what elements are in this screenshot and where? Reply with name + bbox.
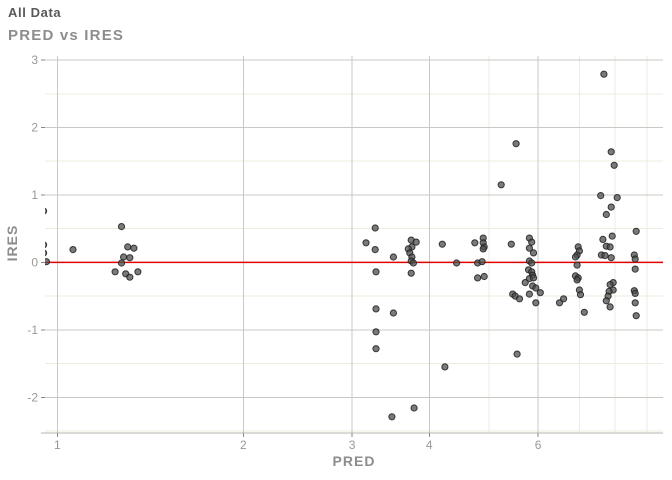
data-point [438,240,446,248]
data-point [532,284,540,292]
data-point [613,194,621,202]
data-point [130,244,138,252]
data-point [529,249,538,257]
data-point [471,239,479,247]
data-point [607,254,615,262]
data-point [601,252,609,260]
data-points [45,70,640,421]
data-point [607,148,615,156]
data-point [631,255,639,263]
data-point [529,274,538,282]
y-tick-label: 2 [31,120,38,134]
data-point [532,299,540,307]
y-tick-label: -2 [27,390,38,404]
data-point [555,299,564,307]
data-point [515,295,524,303]
data-point [407,269,415,277]
data-point [597,192,605,200]
data-point [631,299,639,307]
data-point [372,305,380,313]
data-point [389,253,397,261]
data-point [453,259,461,267]
data-point [607,203,615,211]
data-point [372,328,380,336]
data-point [631,265,639,273]
x-tick-label: 4 [426,438,433,452]
gridlines-minor [45,56,663,433]
chart-subtitle: PRED vs IRES [8,27,125,44]
data-point [521,279,529,287]
x-axis-title: PRED [332,453,376,469]
data-point [513,350,521,358]
data-point [409,259,417,267]
data-point [412,238,420,246]
data-point [573,261,581,269]
x-tick-label: 6 [535,438,542,452]
chart-title: All Data [8,5,62,20]
data-point [388,413,396,421]
data-point [528,238,536,246]
data-point [126,273,134,281]
data-point [134,268,142,276]
data-point [45,241,48,249]
data-point [573,276,581,284]
data-point [610,161,618,169]
data-point [371,246,379,254]
data-point [410,404,418,412]
data-point [480,272,488,281]
data-point [606,243,614,251]
data-point [478,258,486,266]
data-point [45,258,50,266]
data-point [631,289,639,297]
data-point [599,235,607,243]
data-point [117,223,126,231]
data-point [69,246,77,254]
data-point [479,245,487,253]
y-tick-label: 3 [31,53,38,67]
data-point [606,303,614,311]
y-tick-label: -1 [27,323,38,337]
data-point [126,254,134,262]
data-point [576,291,585,299]
data-point [602,297,610,305]
data-point [525,290,534,298]
data-point [512,140,520,148]
data-point [474,274,482,282]
data-point [608,232,616,240]
data-point [632,227,640,235]
data-point [371,224,379,232]
y-tick-label: 0 [31,255,38,269]
data-point [571,253,580,261]
y-tick-label: 1 [31,188,38,202]
data-point [497,181,505,189]
data-point [124,243,132,251]
data-point [602,210,610,219]
gridlines-major [45,56,663,433]
data-point [45,207,48,215]
data-point [580,308,588,316]
data-point [372,345,380,353]
tick-marks [41,59,539,437]
data-point [525,244,534,252]
data-point [507,240,515,248]
data-point [600,70,608,78]
data-point [372,268,380,276]
data-point [362,239,370,247]
data-point [441,363,449,371]
data-point [632,312,640,320]
data-point [528,259,536,267]
data-point [536,289,544,297]
x-tick-label: 1 [54,438,61,452]
tick-labels: 1 2 3 4 6 3 2 1 0 -1 -2 [27,53,541,452]
x-tick-label: 3 [349,438,356,452]
data-point [606,281,614,289]
data-point [117,259,126,267]
x-tick-label: 2 [240,438,247,452]
data-point [389,309,397,317]
data-point [111,268,119,276]
data-point [45,249,48,257]
data-point [120,253,128,261]
